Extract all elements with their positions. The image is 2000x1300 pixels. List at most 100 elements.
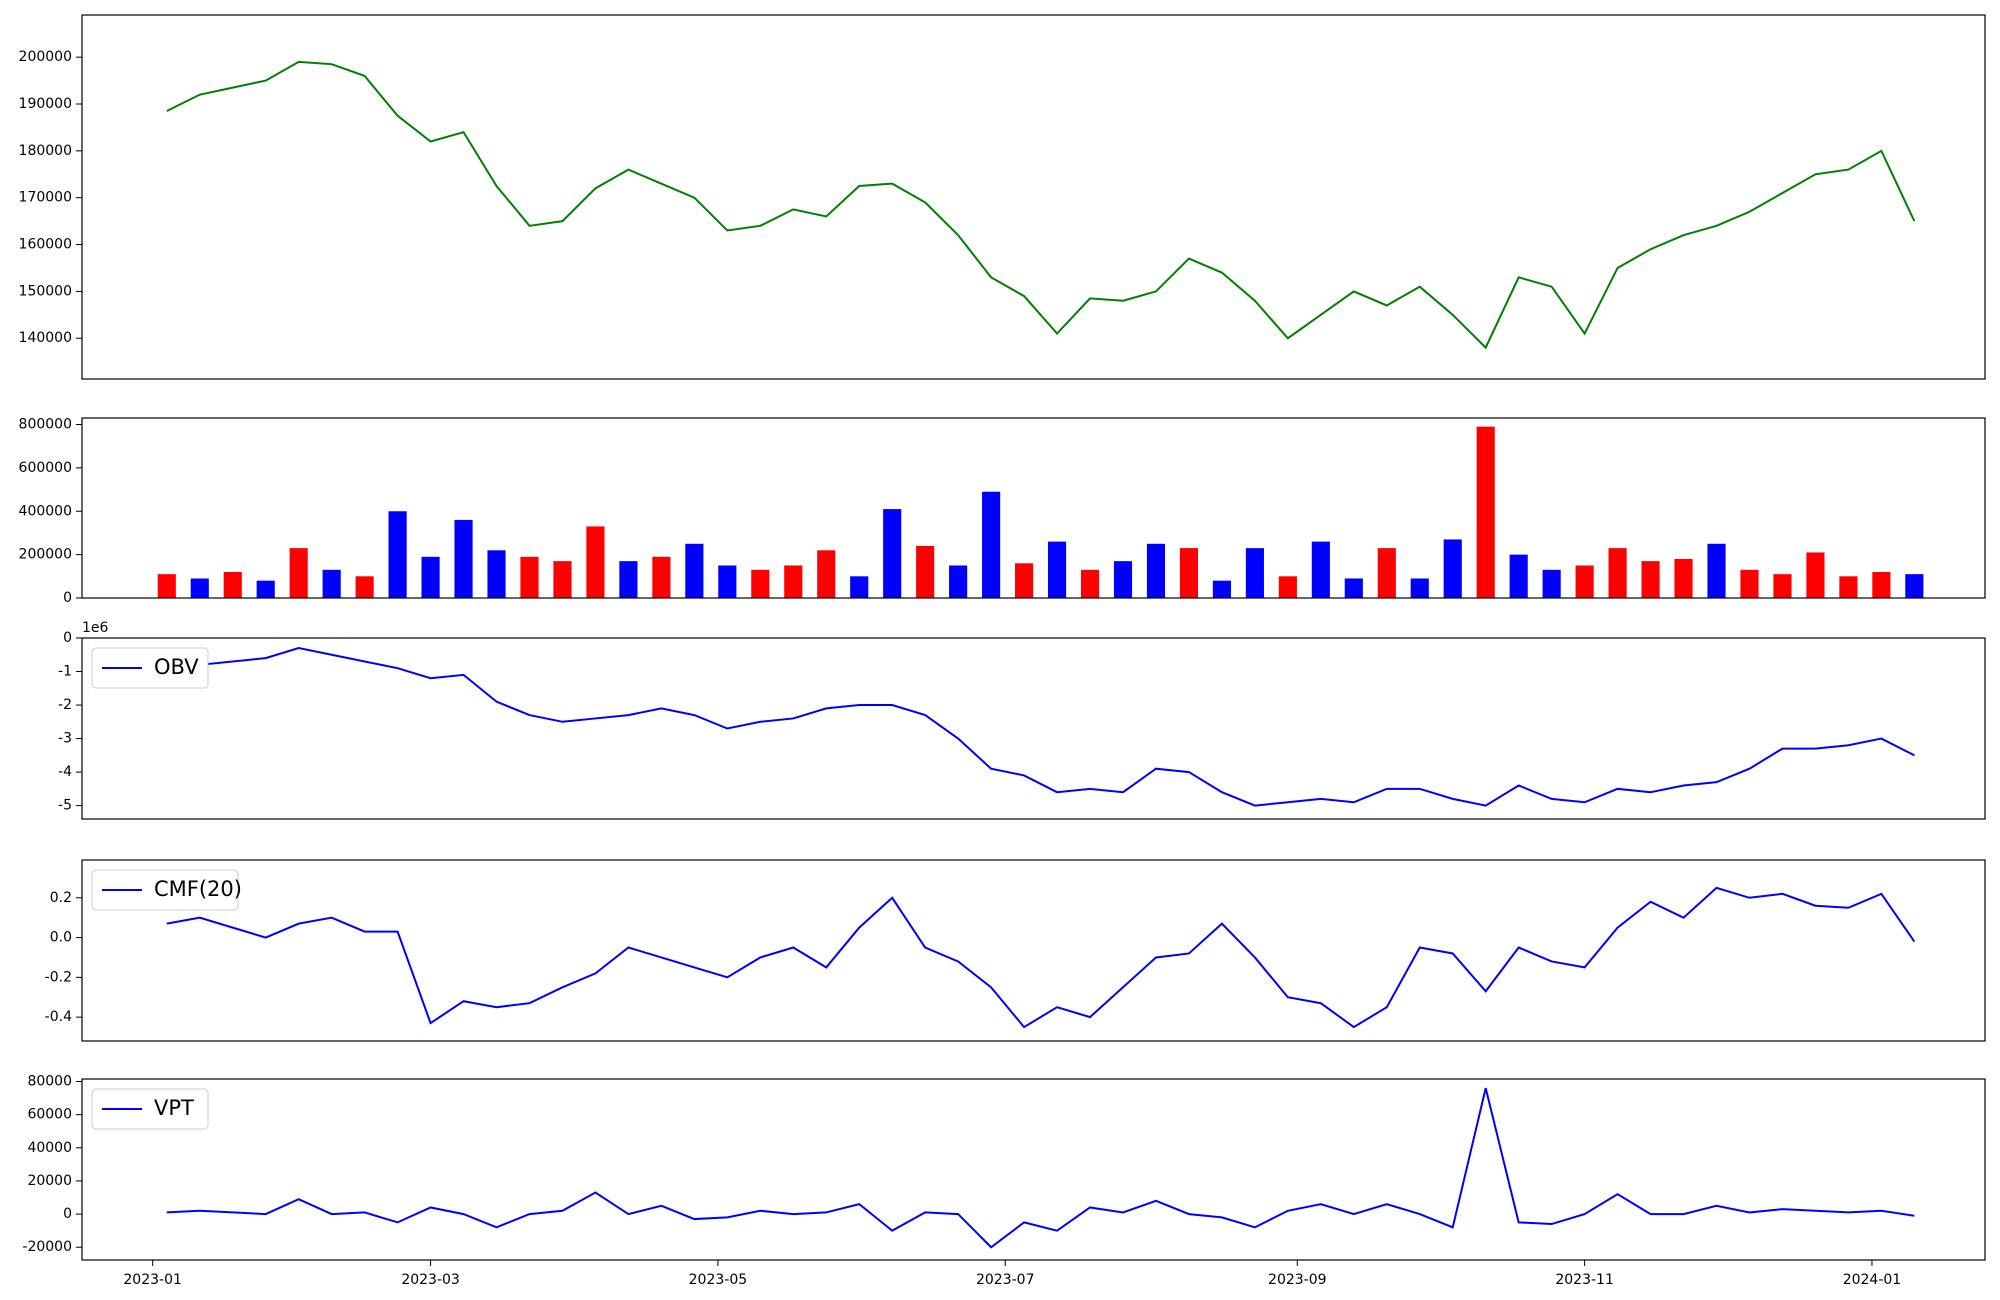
volume-bar [1212,580,1231,598]
y-tick-label: 40000 [27,1140,72,1156]
x-tick-label: 2024-01 [1843,1272,1902,1288]
volume-bar [586,526,605,598]
y-tick-label: -5 [58,798,72,814]
volume-bar [289,548,308,598]
y-tick-label: 200000 [19,49,72,65]
volume-bar [1575,565,1594,598]
y-tick-label: 170000 [19,190,72,206]
axes-frame [81,14,1986,380]
legend-box [91,869,239,911]
volume-bar [1476,426,1495,598]
volume-bar [1542,569,1561,598]
y-tick-label: 140000 [19,330,72,346]
volume-bar [1311,541,1330,598]
volume-bar [190,578,209,598]
volume-bar [553,561,572,598]
y-tick-label: 0 [63,630,72,646]
y-tick-label: 190000 [19,96,72,112]
x-tick-label: 2023-01 [123,1272,182,1288]
y-tick-label: -4 [58,764,72,780]
y-tick-label: 400000 [19,503,72,519]
volume-bar [1410,578,1429,598]
volume-bar [1641,561,1660,598]
volume-bar [784,565,803,598]
y-tick-label: -3 [58,731,72,747]
legend-box [91,647,209,689]
volume-bar [916,545,935,598]
data-line [166,1087,1915,1249]
axes-frame [81,1078,1986,1261]
data-line [166,647,1915,807]
volume-bar [157,574,176,598]
y-tick-label: 600000 [19,460,72,476]
x-tick-label: 2023-09 [1268,1272,1327,1288]
volume-bar [1674,558,1693,598]
volume-bar [1344,578,1363,598]
volume-bar [883,509,902,598]
volume-bar [1377,548,1396,598]
x-tick-label: 2023-11 [1555,1272,1614,1288]
volume-bar [520,556,539,598]
legend-label: CMF(20) [154,877,242,901]
legend-label: VPT [154,1096,194,1120]
volume-bar [1080,569,1100,598]
y-tick-label: 800000 [19,417,72,433]
x-tick-label: 2023-03 [401,1272,460,1288]
legend-label: OBV [154,655,199,679]
volume-bar [322,569,341,598]
axes-frame [81,859,1986,1042]
volume-bar [1872,571,1891,598]
volume-bar [1905,574,1924,598]
volume-bar [1113,561,1133,598]
y-tick-label: 0 [63,590,72,606]
axes-frame [81,637,1986,820]
y-tick-label: 0 [63,1206,72,1222]
volume-bar [1608,548,1627,598]
y-tick-label: -20000 [22,1239,72,1255]
volume-bar [355,576,374,598]
y-tick-label: 200000 [19,547,72,563]
volume-bar [1773,574,1792,598]
volume-bar [388,511,407,598]
offset-label: 1e6 [82,620,109,636]
legend-box [91,1088,209,1130]
volume-bar [1443,539,1462,598]
y-tick-label: 60000 [27,1107,72,1123]
y-tick-label: -1 [58,664,72,680]
volume-bar [1839,576,1858,598]
data-line [166,886,1916,1029]
y-tick-label: -0.2 [45,969,72,985]
axes-frame [81,417,1986,599]
y-tick-label: 160000 [19,237,72,253]
volume-bar [1509,554,1528,598]
volume-bar [223,571,242,598]
volume-bar [487,550,506,598]
volume-bar [1146,543,1166,598]
volume-bar [1740,569,1759,598]
volume-bar [1806,552,1825,598]
volume-bar [1015,563,1034,598]
y-tick-label: 80000 [27,1073,72,1089]
volume-bar [652,556,671,598]
volume-bar [1179,548,1199,598]
x-tick-label: 2023-07 [976,1272,1035,1288]
volume-bar [718,565,737,598]
volume-bar [685,543,704,598]
volume-bar [949,565,968,598]
y-tick-label: 180000 [19,143,72,159]
y-tick-label: 0.0 [50,930,72,946]
y-tick-label: 20000 [27,1173,72,1189]
x-tick-label: 2023-05 [689,1272,748,1288]
data-line [166,60,1916,350]
y-tick-label: 150000 [19,283,72,299]
volume-bar [751,569,770,598]
volume-bar [256,580,275,598]
volume-bar [982,491,1001,598]
volume-bar [1245,548,1264,598]
y-tick-label: 0.2 [50,890,72,906]
volume-bar [1047,541,1067,598]
y-tick-label: -0.4 [45,1009,72,1025]
y-tick-label: -2 [58,697,72,713]
volume-bar [619,561,638,598]
